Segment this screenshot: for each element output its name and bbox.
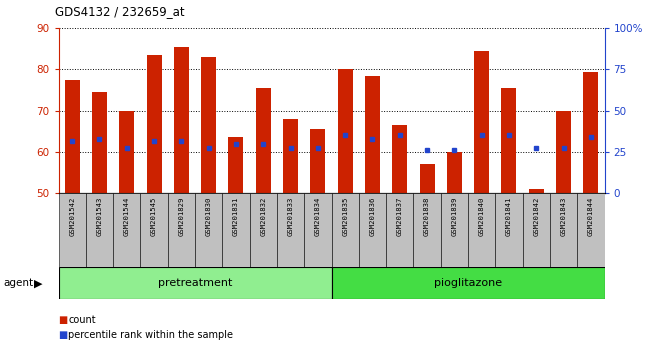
Bar: [365, 76, 380, 193]
Text: GSM201833: GSM201833: [287, 197, 294, 236]
Bar: [441, 193, 468, 267]
Text: GSM201840: GSM201840: [478, 197, 485, 236]
Text: GSM201843: GSM201843: [560, 197, 567, 236]
Bar: [332, 267, 604, 299]
Bar: [447, 152, 462, 193]
Bar: [277, 193, 304, 267]
Bar: [195, 193, 222, 267]
Bar: [201, 57, 216, 193]
Bar: [113, 193, 140, 267]
Bar: [250, 193, 277, 267]
Text: GSM201841: GSM201841: [506, 197, 512, 236]
Bar: [523, 193, 550, 267]
Bar: [556, 111, 571, 193]
Text: agent: agent: [3, 278, 33, 288]
Text: GSM201545: GSM201545: [151, 197, 157, 236]
Text: GSM201830: GSM201830: [205, 197, 212, 236]
Bar: [332, 193, 359, 267]
Bar: [468, 193, 495, 267]
Bar: [474, 51, 489, 193]
Text: GSM201838: GSM201838: [424, 197, 430, 236]
Bar: [577, 193, 605, 267]
Bar: [64, 80, 80, 193]
Bar: [501, 88, 517, 193]
Text: percentile rank within the sample: percentile rank within the sample: [68, 330, 233, 339]
Bar: [58, 267, 332, 299]
Text: GSM201832: GSM201832: [260, 197, 266, 236]
Bar: [583, 72, 599, 193]
Bar: [92, 92, 107, 193]
Text: GSM201544: GSM201544: [124, 197, 130, 236]
Bar: [140, 193, 168, 267]
Bar: [310, 129, 326, 193]
Text: ■: ■: [58, 330, 68, 339]
Text: GDS4132 / 232659_at: GDS4132 / 232659_at: [55, 5, 185, 18]
Bar: [58, 193, 86, 267]
Text: pioglitazone: pioglitazone: [434, 278, 502, 288]
Bar: [304, 193, 332, 267]
Text: count: count: [68, 315, 96, 325]
Bar: [528, 189, 544, 193]
Bar: [222, 193, 250, 267]
Bar: [228, 137, 244, 193]
Bar: [495, 193, 523, 267]
Text: pretreatment: pretreatment: [158, 278, 232, 288]
Text: GSM201836: GSM201836: [369, 197, 376, 236]
Bar: [337, 69, 353, 193]
Bar: [550, 193, 577, 267]
Text: ■: ■: [58, 315, 68, 325]
Bar: [119, 111, 135, 193]
Bar: [174, 47, 189, 193]
Text: GSM201542: GSM201542: [69, 197, 75, 236]
Text: ▶: ▶: [34, 278, 43, 288]
Text: GSM201839: GSM201839: [451, 197, 458, 236]
Text: GSM201831: GSM201831: [233, 197, 239, 236]
Text: GSM201837: GSM201837: [396, 197, 403, 236]
Text: GSM201842: GSM201842: [533, 197, 540, 236]
Bar: [146, 55, 162, 193]
Bar: [359, 193, 386, 267]
Bar: [255, 88, 271, 193]
Bar: [392, 125, 408, 193]
Bar: [283, 119, 298, 193]
Text: GSM201835: GSM201835: [342, 197, 348, 236]
Bar: [419, 164, 435, 193]
Text: GSM201829: GSM201829: [178, 197, 185, 236]
Bar: [168, 193, 195, 267]
Text: GSM201543: GSM201543: [96, 197, 103, 236]
Bar: [386, 193, 413, 267]
Text: GSM201834: GSM201834: [315, 197, 321, 236]
Bar: [413, 193, 441, 267]
Text: GSM201844: GSM201844: [588, 197, 594, 236]
Bar: [86, 193, 113, 267]
